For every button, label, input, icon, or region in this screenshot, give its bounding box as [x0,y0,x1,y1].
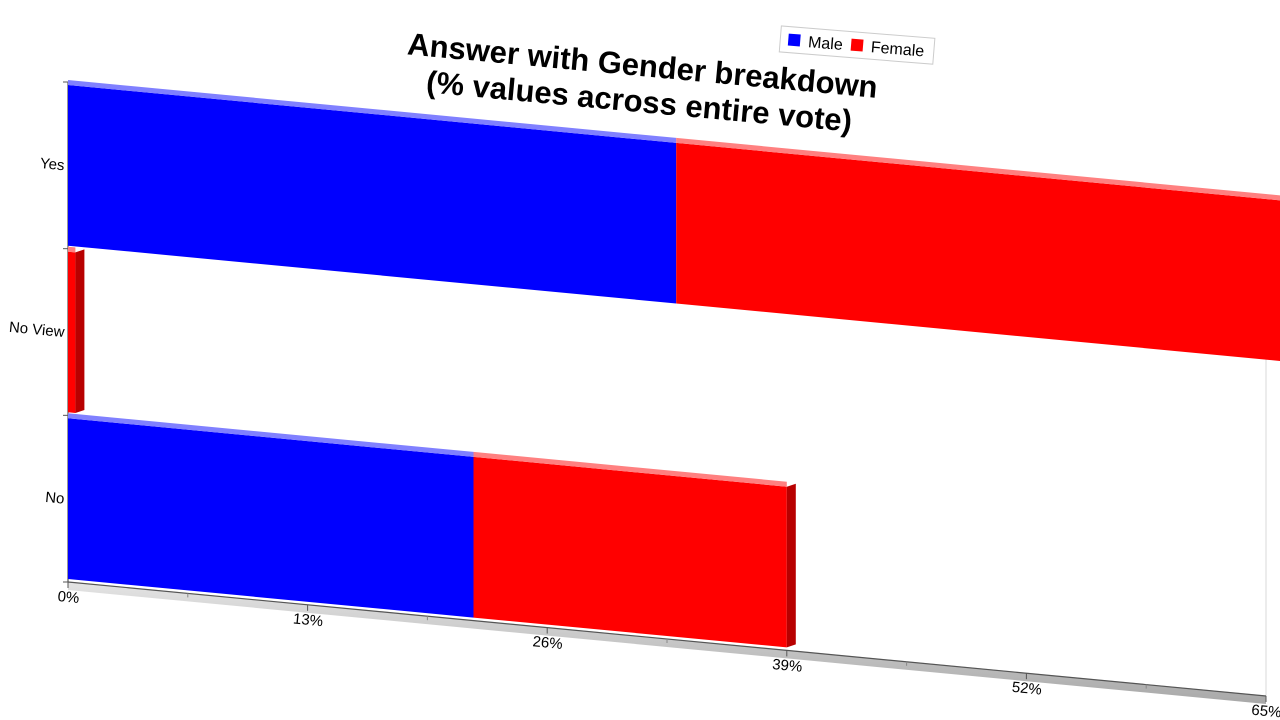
category-label-no-view: No View [8,319,65,341]
x-tick-label: 13% [292,610,323,630]
x-tick-label: 26% [532,633,563,653]
bar-no-female [473,451,796,648]
legend-label-male: Male [807,34,843,54]
x-axis-ticks [67,582,1267,702]
bar-yes-female [676,137,1280,361]
bars-layer [68,80,1280,648]
legend-label-female: Female [870,39,925,60]
category-label-yes: Yes [39,155,65,174]
bar-yes-male [68,80,677,304]
category-label-no: No [45,489,66,508]
x-tick-label: 39% [771,656,802,676]
x-tick-label: 65% [1251,702,1280,720]
x-axis-tick-labels: 0% 13% 26% 39% 52% 65% [57,588,1280,720]
bar-no-male [68,413,474,618]
x-tick-label: 52% [1011,679,1042,699]
legend: Male Female [778,25,936,65]
y-axis-ticks [63,81,68,583]
bar-no-view-female [68,246,85,413]
legend-swatch-female [850,38,864,52]
legend-swatch-male [787,33,801,47]
x-tick-label: 0% [57,588,80,607]
y-axis-category-labels: Yes No View No [8,155,65,508]
